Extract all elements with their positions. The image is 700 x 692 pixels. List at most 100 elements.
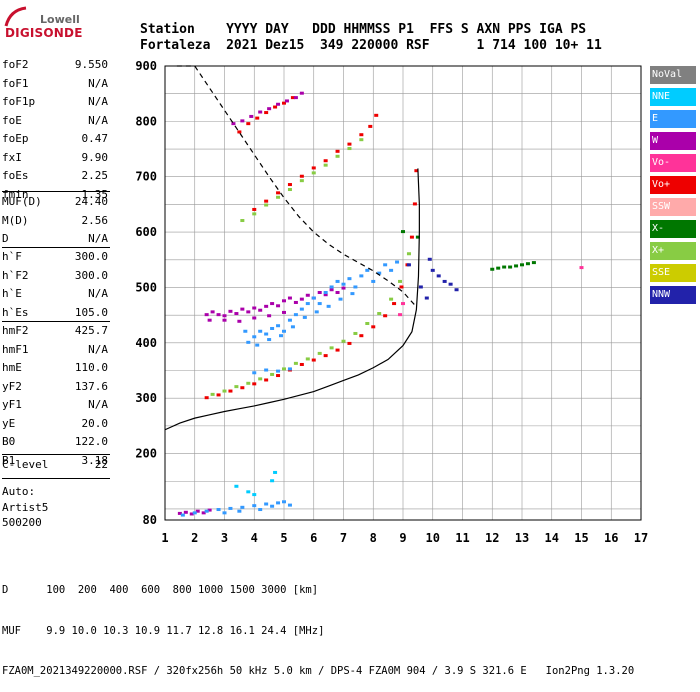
param-row: foEs 2.25 <box>2 169 108 188</box>
param-value: 2.56 <box>81 213 109 227</box>
echo-point-vo <box>252 382 257 386</box>
echo-point-w <box>234 312 239 316</box>
param-label: h`F <box>2 250 22 263</box>
legend-item: SSW <box>650 198 696 216</box>
param-row: hmF1 N/A <box>2 343 108 362</box>
echo-point-w <box>216 313 221 317</box>
x-tick-label: 14 <box>545 531 559 545</box>
echo-point-e <box>264 332 269 336</box>
echo-point-e <box>276 501 281 505</box>
echo-point-e <box>252 504 257 508</box>
echo-point-e <box>383 263 388 267</box>
echo-point-x <box>264 203 269 207</box>
echo-point-vo <box>299 362 304 366</box>
echo-point-x <box>210 392 215 396</box>
y-tick-label: 200 <box>135 447 157 461</box>
param-label: C-level <box>2 458 49 471</box>
param-value: N/A <box>88 398 108 411</box>
x-tick-label: 6 <box>310 531 317 545</box>
echo-point-e <box>377 271 382 275</box>
x-tick-label: 10 <box>426 531 440 545</box>
echo-point-vo <box>287 183 292 187</box>
param-label: foEs <box>2 169 29 182</box>
echo-point-w <box>299 297 304 301</box>
echo-point-w <box>323 293 328 297</box>
param-value: 2.25 <box>81 169 109 182</box>
echo-point-x <box>365 322 370 326</box>
echo-point-x <box>240 219 245 223</box>
echo-point-x <box>525 262 530 266</box>
echo-point-x <box>415 235 420 239</box>
echo-point-x <box>246 381 251 385</box>
echo-point-x <box>258 377 263 381</box>
echo-point-e <box>255 343 260 347</box>
echo-point-vo <box>204 396 209 400</box>
echo-point-x <box>514 264 519 268</box>
echo-point-vo <box>359 133 364 137</box>
echo-point-nne <box>273 470 278 474</box>
echo-point-w <box>252 316 257 320</box>
echo-point-w <box>258 308 263 312</box>
echo-point-e <box>359 274 364 278</box>
echo-point-x <box>341 339 346 343</box>
param-value: 3.18 <box>81 453 109 467</box>
echo-point-x <box>359 138 364 142</box>
echo-point-x <box>389 297 394 301</box>
echo-point-e <box>252 371 257 375</box>
echo-point-vo <box>252 207 257 211</box>
echo-point-e <box>323 291 328 294</box>
echo-point-vo <box>255 116 260 120</box>
legend-item: X+ <box>650 242 696 260</box>
echo-point-nne <box>234 484 239 488</box>
echo-point-e <box>270 504 275 508</box>
param-row: foEp 0.47 <box>2 132 108 151</box>
echo-point-x <box>406 252 411 256</box>
param-label: yE <box>2 416 16 430</box>
echo-point-vo <box>399 285 404 289</box>
chart-grid <box>164 66 642 520</box>
echo-point-vo <box>323 354 328 358</box>
echo-point-w <box>189 512 194 516</box>
echo-point-x <box>398 279 403 283</box>
divider <box>2 247 110 248</box>
logo-digisonde-text: DIGISONDE <box>5 26 83 40</box>
echo-point-e <box>293 313 298 317</box>
param-value: 300.0 <box>74 250 108 263</box>
echo-point-nne <box>246 490 251 494</box>
param-row: h`E N/A <box>2 287 108 306</box>
echo-point-e <box>299 307 304 311</box>
echo-point-e <box>276 324 281 328</box>
x-tick-label: 13 <box>515 531 529 545</box>
param-value: 110.0 <box>74 361 108 374</box>
param-value: N/A <box>88 113 108 127</box>
echo-point-e <box>228 506 233 510</box>
echo-point-e <box>276 369 281 373</box>
param-row: h`F2 300.0 <box>2 269 108 288</box>
param-label: fxI <box>2 150 22 164</box>
echo-point-e <box>246 340 251 344</box>
param-row: h`Es 105.0 <box>2 306 108 325</box>
param-row: M(D) 2.56 <box>2 214 108 233</box>
param-row: B0 122.0 <box>2 435 108 454</box>
x-tick-label: 2 <box>191 531 198 545</box>
echo-point-e <box>270 326 275 330</box>
echo-point-w <box>276 102 281 106</box>
param-label: M(D) <box>2 213 29 227</box>
param-label: h`F2 <box>2 268 29 282</box>
echo-point-vo <box>335 348 340 352</box>
echo-point-vo <box>414 169 419 173</box>
y-tick-label: 500 <box>135 280 157 294</box>
echo-point-vo <box>228 389 233 393</box>
echo-point-vo <box>290 96 295 100</box>
echo-point-vo <box>237 130 242 134</box>
param-label: h`E <box>2 287 22 300</box>
parameter-table: foF2 9.550 foF1 N/A foF1p N/A foE N/A foEp 0.47 fx… <box>2 58 110 479</box>
auto-version: 500200 <box>2 516 42 529</box>
echo-point-e <box>287 367 292 371</box>
param-label: foF1p <box>2 95 36 108</box>
echo-point-w <box>207 318 212 322</box>
footer: D 100 200 400 600 800 1000 1500 3000 [km… <box>2 557 634 692</box>
echo-point-x <box>531 261 536 265</box>
param-row: hmE 110.0 <box>2 361 108 380</box>
echo-point-vo <box>401 302 405 306</box>
